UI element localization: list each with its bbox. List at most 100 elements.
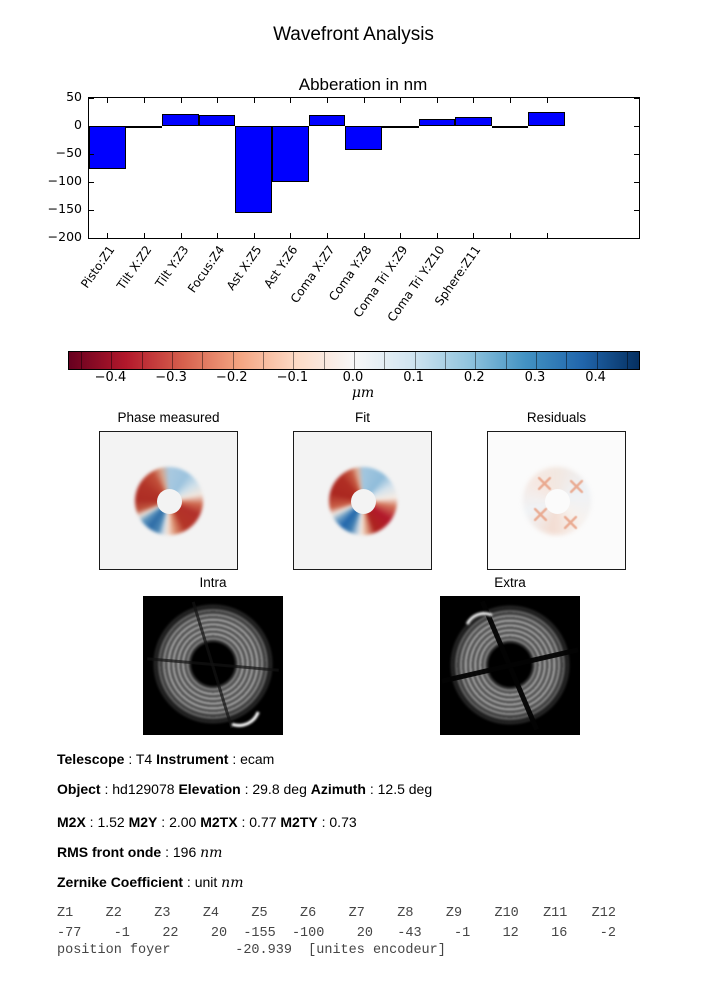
y-tick — [89, 181, 94, 183]
info-value: : 196 — [161, 844, 201, 860]
y-tick — [634, 153, 639, 155]
y-axis-tick-label: −50 — [55, 145, 82, 160]
info-label: M2Y — [128, 814, 158, 830]
x-tick — [143, 98, 145, 103]
unit-label: nm — [221, 875, 244, 891]
phase-measured-panel — [99, 431, 238, 570]
bar-2 — [125, 126, 163, 128]
x-tick — [363, 233, 365, 238]
unit-label: nm — [200, 845, 223, 861]
intra-title: Intra — [199, 575, 227, 590]
y-tick — [634, 181, 639, 183]
info-value: : 29.8 deg — [240, 781, 311, 797]
x-tick — [180, 98, 182, 103]
x-axis-tick-label: Tilt Y:Z3 — [152, 243, 191, 291]
bar-13 — [528, 112, 565, 126]
colorbar-unit-label: μm — [351, 385, 375, 401]
y-axis-tick-label: 50 — [66, 89, 82, 104]
y-tick — [89, 97, 94, 99]
info-line-5: Zernike Coefficient : unit nm — [57, 874, 243, 891]
colorbar-divider — [596, 352, 598, 369]
colorbar-divider — [81, 352, 83, 369]
x-tick — [400, 233, 402, 238]
page-title: Wavefront Analysis — [273, 24, 434, 45]
info-line-4: RMS front onde : 196 nm — [57, 844, 222, 861]
info-label: Object — [57, 781, 101, 797]
colorbar-divider — [535, 352, 537, 369]
residual-speckle — [534, 508, 547, 521]
x-tick — [400, 98, 402, 103]
bar-8 — [345, 126, 382, 151]
bar-9 — [381, 126, 419, 128]
info-label: Azimuth — [310, 781, 366, 797]
x-axis-tick-label: Ast X:Z5 — [223, 243, 265, 293]
colorbar-tick-label: 0.0 — [342, 370, 364, 385]
colorbar-tick-label: 0.1 — [403, 370, 424, 385]
y-tick — [89, 125, 94, 127]
info-line-1: Telescope : T4 Instrument : ecam — [57, 751, 274, 767]
info-value: : 0.77 — [237, 814, 281, 830]
info-value: : 0.73 — [317, 814, 357, 830]
phase-measured-title: Phase measured — [117, 410, 220, 425]
x-tick — [326, 98, 328, 103]
bar-10 — [418, 119, 456, 126]
info-line-3: M2X : 1.52 M2Y : 2.00 M2TX : 0.77 M2TY :… — [57, 814, 357, 830]
colorbar-tick-label: 0.4 — [585, 370, 606, 385]
info-label: Instrument — [156, 751, 229, 767]
pupil-hole — [157, 489, 182, 514]
bar-6 — [272, 126, 309, 182]
info-label: M2TX — [200, 814, 238, 830]
colorbar — [68, 351, 640, 370]
colorbar-divider — [384, 352, 386, 369]
x-tick — [253, 98, 255, 103]
colorbar-tick-label: −0.4 — [94, 370, 127, 385]
info-line-2: Object : hd129078 Elevation : 29.8 deg A… — [57, 781, 432, 797]
intra-image — [143, 596, 283, 735]
y-tick — [89, 209, 94, 211]
info-label: Telescope — [57, 751, 125, 767]
colorbar-divider — [111, 352, 113, 369]
zernike-table-header: Z1 Z2 Z3 Z4 Z5 Z6 Z7 Z8 Z9 Z10 Z11 Z12 — [57, 906, 616, 921]
x-tick — [253, 233, 255, 238]
info-label: M2TY — [280, 814, 318, 830]
colorbar-divider — [444, 352, 446, 369]
x-tick — [326, 233, 328, 238]
y-axis-tick-label: 0 — [74, 117, 82, 132]
colorbar-tick-label: −0.2 — [215, 370, 248, 385]
residual-speckle — [564, 516, 577, 529]
colorbar-divider — [263, 352, 265, 369]
colorbar-tick-label: −0.1 — [276, 370, 309, 385]
info-label: Zernike Coefficient — [57, 874, 184, 890]
y-axis-tick-label: −150 — [47, 201, 82, 216]
x-tick — [363, 98, 365, 103]
x-tick — [473, 233, 475, 238]
info-value: : 1.52 — [85, 814, 129, 830]
residuals-panel — [487, 431, 626, 570]
fit-panel — [293, 431, 432, 570]
y-tick — [634, 97, 639, 99]
colorbar-divider — [323, 352, 325, 369]
colorbar-tick-label: −0.3 — [155, 370, 187, 385]
bar-chart-title: Abberation in nm — [298, 75, 428, 94]
y-tick — [634, 237, 639, 239]
x-tick — [217, 98, 219, 103]
colorbar-tick-label: 0.3 — [524, 370, 546, 385]
bar-5 — [235, 126, 273, 213]
x-tick — [473, 98, 475, 103]
bar-1 — [89, 126, 126, 170]
info-value: : hd129078 — [100, 781, 179, 797]
x-axis-tick-label: Ast Y:Z6 — [261, 243, 301, 291]
extra-title: Extra — [494, 575, 526, 590]
y-tick — [634, 209, 639, 211]
x-tick — [436, 98, 438, 103]
info-label: RMS front onde — [57, 844, 162, 860]
x-axis-tick-label: Tilt X:Z2 — [114, 243, 155, 293]
x-tick — [510, 233, 512, 238]
x-tick — [546, 98, 548, 103]
colorbar-divider — [293, 352, 295, 369]
colorbar-divider — [232, 352, 234, 369]
info-label: Elevation — [178, 781, 241, 797]
bar-7 — [308, 114, 346, 126]
colorbar-divider — [202, 352, 204, 369]
